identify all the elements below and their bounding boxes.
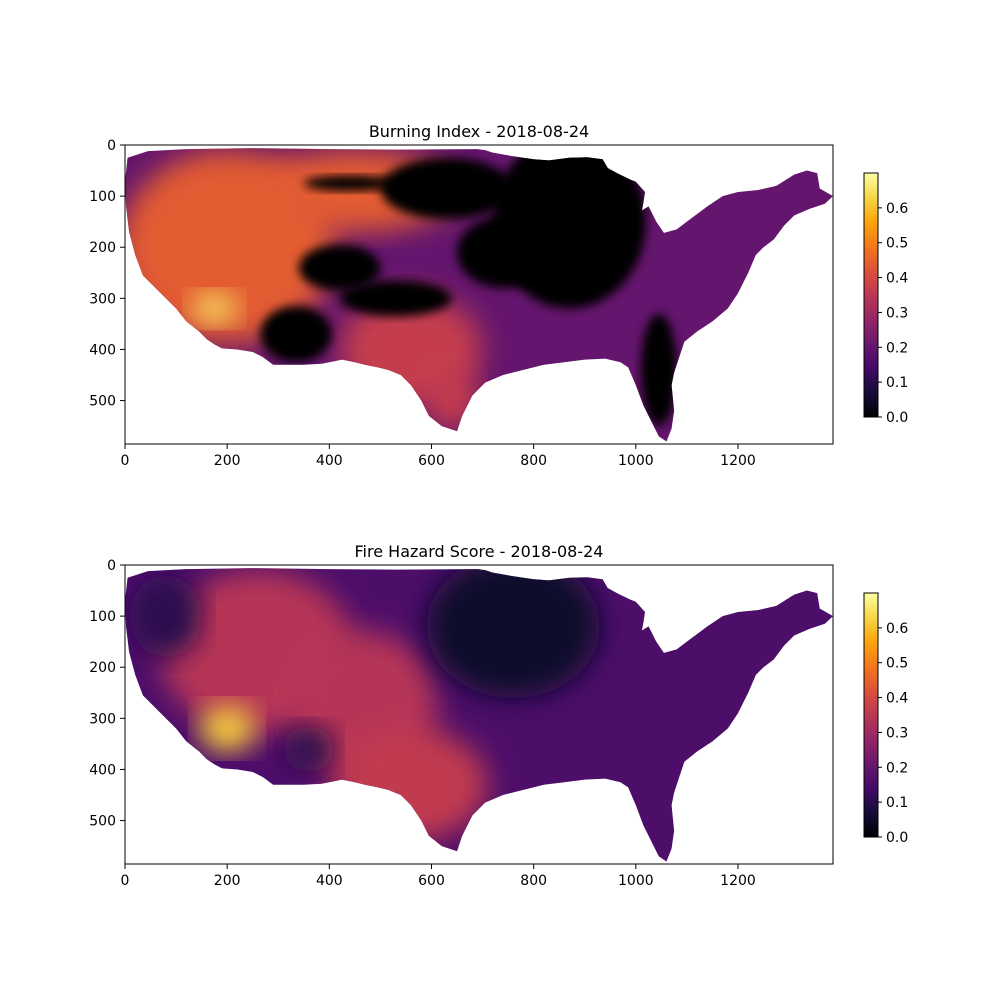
y-tick-label: 500 [89, 394, 116, 410]
colorbar-tick-label: 0.5 [886, 656, 908, 672]
y-tick-label: 400 [89, 342, 116, 358]
heatmap-region-northern-plains [426, 568, 601, 698]
heatmap-region-central-patches [380, 157, 514, 220]
heatmap-region-central-patches [303, 175, 396, 191]
colorbar-tick-label: 0.3 [886, 725, 908, 741]
colorbar-tick-label: 0.4 [886, 691, 908, 707]
colorbar-tick-label: 0.5 [886, 236, 908, 252]
x-tick-label: 200 [214, 453, 241, 469]
x-tick-label: 1200 [720, 873, 756, 889]
heatmap-region-southwest-hotspot [199, 705, 256, 752]
colorbar [863, 592, 879, 838]
heatmap-region-central-patches [260, 306, 332, 363]
chart-panel-1: Burning Index - 2018-08-24 0 200 400 600 800 1… [89, 122, 908, 469]
y-tick-label: 0 [107, 558, 116, 574]
heatmap-region-southwest-hotspot [191, 293, 238, 324]
axes-frame [124, 564, 834, 865]
colorbar-tick-label: 0.6 [886, 201, 908, 217]
heatmap-region-central-patches [339, 280, 452, 317]
chart-title: Fire Hazard Score - 2018-08-24 [355, 542, 604, 561]
x-tick-label: 0 [121, 873, 130, 889]
x-tick-label: 1000 [618, 873, 654, 889]
heatmap-region-pacific-northwest [283, 726, 335, 772]
colorbar-tick-label: 0.1 [886, 795, 908, 811]
x-tick-label: 600 [418, 873, 445, 889]
colorbar-tick-label: 0.4 [886, 271, 908, 287]
colorbar-tick-label: 0.1 [886, 375, 908, 391]
colorbar-tick-label: 0.2 [886, 760, 908, 776]
heatmap-region-southern-plains [334, 728, 488, 841]
y-tick-label: 300 [89, 291, 116, 307]
y-tick-label: 400 [89, 762, 116, 778]
x-tick-label: 600 [418, 453, 445, 469]
x-tick-label: 1200 [720, 453, 756, 469]
colorbar-tick-label: 0.0 [886, 410, 908, 426]
colorbar [863, 172, 879, 418]
colorbar-tick-label: 0.0 [886, 830, 908, 846]
heatmap-field [125, 568, 833, 862]
y-tick-label: 200 [89, 660, 116, 676]
x-tick-label: 200 [214, 873, 241, 889]
y-tick-label: 300 [89, 711, 116, 727]
x-tick-label: 1000 [618, 453, 654, 469]
y-tick-label: 0 [107, 138, 116, 154]
x-tick-label: 800 [520, 453, 547, 469]
y-tick-label: 500 [89, 814, 116, 830]
y-tick-label: 200 [89, 240, 116, 256]
x-tick-label: 400 [316, 873, 343, 889]
heatmap-region-florida [640, 313, 677, 427]
heatmap-region-southern-plains [426, 369, 478, 432]
y-tick-label: 100 [89, 609, 116, 625]
chart-title: Burning Index - 2018-08-24 [369, 122, 589, 141]
colorbar-tick-label: 0.3 [886, 305, 908, 321]
heatmap-region-pacific-northwest [130, 575, 202, 657]
chart-panel-2: Fire Hazard Score - 2018-08-24 0 200 400 600… [89, 542, 908, 889]
x-tick-label: 0 [121, 453, 130, 469]
x-tick-label: 400 [316, 453, 343, 469]
colorbar-tick-label: 0.2 [886, 340, 908, 356]
heatmap-region-central-patches [298, 244, 381, 291]
y-tick-label: 100 [89, 189, 116, 205]
axes-frame [124, 144, 834, 445]
heatmap-region-central-patches [457, 216, 549, 289]
heatmap-field [125, 148, 833, 442]
colorbar-tick-label: 0.6 [886, 621, 908, 637]
x-tick-label: 800 [520, 873, 547, 889]
